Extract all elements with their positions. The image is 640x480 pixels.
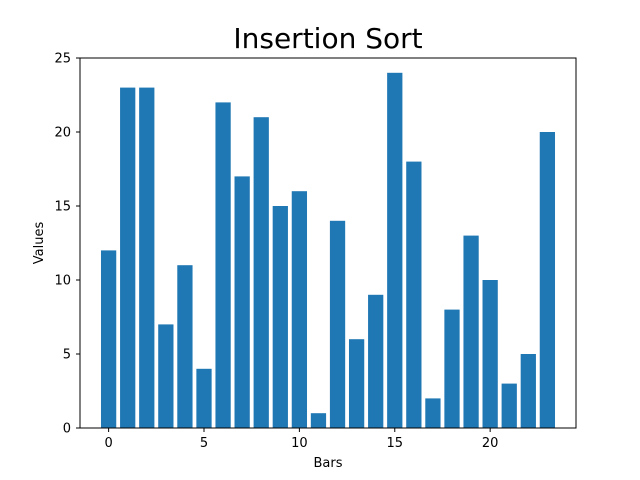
x-axis-label: Bars xyxy=(313,456,342,471)
x-tick-label-5: 5 xyxy=(200,436,208,451)
bar-14 xyxy=(368,294,384,428)
bar-19 xyxy=(463,235,479,428)
bar-15 xyxy=(387,72,403,429)
x-tick-label-10: 10 xyxy=(291,436,308,451)
bar-3 xyxy=(158,324,174,428)
y-axis-label: Values xyxy=(32,222,47,265)
bar-2 xyxy=(139,87,155,428)
bar-0 xyxy=(100,250,117,428)
plot-area-frame xyxy=(79,57,577,429)
bar-13 xyxy=(348,339,365,428)
bar-11 xyxy=(310,413,327,428)
y-tick-label-5: 5 xyxy=(63,348,71,363)
y-tick-label-15: 15 xyxy=(54,200,71,215)
x-axis-ticks: 0 5 10 15 20 xyxy=(104,428,498,451)
y-axis-ticks: 0 5 10 15 20 25 xyxy=(54,52,80,437)
bar-10 xyxy=(291,191,308,428)
x-tick-label-15: 15 xyxy=(386,436,403,451)
chart-title: Insertion Sort xyxy=(233,22,422,55)
bars-group xyxy=(100,72,556,429)
bar-7 xyxy=(234,176,250,428)
bar-5 xyxy=(196,368,212,428)
bar-6 xyxy=(215,102,231,429)
bar-16 xyxy=(406,161,422,428)
x-tick-label-20: 20 xyxy=(482,436,499,451)
bar-12 xyxy=(329,220,346,428)
bar-4 xyxy=(177,265,193,428)
bar-23 xyxy=(539,132,556,428)
x-tick-label-0: 0 xyxy=(104,436,112,451)
bar-9 xyxy=(272,206,288,428)
bar-20 xyxy=(482,280,498,428)
bar-17 xyxy=(425,398,441,428)
bar-21 xyxy=(501,383,517,428)
bar-18 xyxy=(444,309,460,428)
bar-22 xyxy=(520,354,536,428)
y-tick-label-0: 0 xyxy=(63,422,71,437)
bar-8 xyxy=(253,117,269,428)
y-tick-label-25: 25 xyxy=(54,52,71,67)
y-tick-label-10: 10 xyxy=(54,274,71,289)
y-tick-label-20: 20 xyxy=(54,126,71,141)
bar-1 xyxy=(120,87,136,428)
